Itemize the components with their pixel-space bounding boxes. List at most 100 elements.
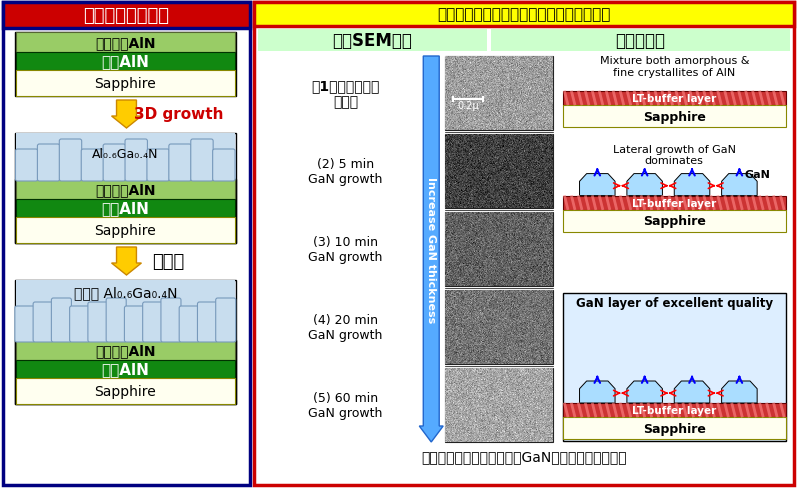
FancyBboxPatch shape — [147, 150, 170, 182]
Bar — [254, 3, 794, 27]
Text: Sapphire: Sapphire — [94, 384, 156, 398]
Text: 溅射AlN: 溅射AlN — [102, 54, 150, 69]
Bar — [491, 30, 790, 52]
Polygon shape — [722, 174, 757, 196]
Text: LT-buffer layer: LT-buffer layer — [632, 405, 716, 415]
Text: (2) 5 min
GaN growth: (2) 5 min GaN growth — [309, 158, 382, 185]
Bar — [16, 218, 235, 244]
Text: LT-buffer layer: LT-buffer layer — [632, 198, 716, 208]
Polygon shape — [627, 174, 662, 196]
Text: 表面SEM照片: 表面SEM照片 — [333, 32, 413, 50]
Bar — [16, 134, 235, 180]
Bar — [16, 200, 235, 218]
Text: 溅射AlN: 溅射AlN — [102, 201, 150, 216]
Bar — [562, 196, 786, 210]
FancyBboxPatch shape — [33, 303, 53, 342]
FancyBboxPatch shape — [88, 303, 108, 342]
FancyBboxPatch shape — [15, 306, 35, 342]
FancyBboxPatch shape — [142, 303, 162, 342]
Text: (5) 60 min
GaN growth: (5) 60 min GaN growth — [309, 391, 382, 419]
Bar — [562, 106, 786, 128]
Text: GaN layer of excellent quality: GaN layer of excellent quality — [576, 297, 773, 310]
Bar — [562, 92, 786, 106]
Text: Mixture both amorphous &
fine crystallites of AlN: Mixture both amorphous & fine crystallit… — [599, 56, 749, 78]
FancyBboxPatch shape — [106, 298, 126, 342]
FancyBboxPatch shape — [190, 140, 213, 182]
Text: Sapphire: Sapphire — [94, 77, 156, 91]
Text: （1）低温缓冲层
沉积时: （1）低温缓冲层 沉积时 — [311, 79, 380, 109]
Text: Increase GaN thickness: Increase GaN thickness — [426, 177, 436, 323]
Text: 同质外延AlN: 同质外延AlN — [95, 36, 156, 50]
FancyBboxPatch shape — [15, 150, 38, 182]
Text: LT-buffer layer: LT-buffer layer — [632, 94, 716, 104]
FancyBboxPatch shape — [59, 140, 82, 182]
Text: GaN: GaN — [745, 169, 771, 179]
FancyBboxPatch shape — [179, 306, 199, 342]
FancyBboxPatch shape — [125, 140, 147, 182]
Bar — [16, 281, 235, 340]
Bar — [16, 71, 235, 97]
Text: 平坦化: 平坦化 — [152, 252, 185, 270]
FancyArrow shape — [111, 101, 142, 129]
Bar — [3, 3, 250, 485]
Polygon shape — [579, 381, 615, 403]
Bar — [445, 290, 553, 364]
FancyBboxPatch shape — [213, 150, 235, 182]
FancyBboxPatch shape — [38, 145, 60, 182]
Polygon shape — [674, 174, 710, 196]
Text: Sapphire: Sapphire — [94, 224, 156, 238]
Bar — [16, 53, 235, 71]
Text: Sapphire: Sapphire — [643, 215, 706, 227]
Text: 同质外延AlN: 同质外延AlN — [95, 343, 156, 357]
FancyBboxPatch shape — [216, 298, 236, 342]
Text: Lateral growth of GaN
dominates: Lateral growth of GaN dominates — [613, 144, 736, 166]
Bar — [445, 213, 553, 286]
Text: Al₀.₆Ga₀.₄N: Al₀.₆Ga₀.₄N — [92, 148, 158, 161]
FancyArrow shape — [111, 247, 142, 275]
Bar — [445, 135, 553, 208]
Bar — [258, 30, 487, 52]
Polygon shape — [722, 381, 757, 403]
Bar — [562, 403, 786, 417]
Bar — [15, 180, 236, 244]
Bar — [16, 340, 235, 360]
Text: 赤崎教授在诺贝尔演讲中使用的幻灯片摘录: 赤崎教授在诺贝尔演讲中使用的幻灯片摘录 — [437, 7, 610, 22]
Text: 0.2μ: 0.2μ — [458, 101, 479, 111]
FancyBboxPatch shape — [51, 298, 71, 342]
Polygon shape — [674, 381, 710, 403]
Text: Sapphire: Sapphire — [643, 110, 706, 123]
FancyBboxPatch shape — [198, 303, 218, 342]
Bar — [562, 293, 786, 441]
FancyBboxPatch shape — [161, 298, 181, 342]
FancyBboxPatch shape — [82, 150, 103, 182]
FancyBboxPatch shape — [103, 145, 126, 182]
Text: 利用低温缓冲层获得高品种GaN的方法（赤崎方式）: 利用低温缓冲层获得高品种GaN的方法（赤崎方式） — [421, 449, 626, 463]
Bar — [445, 368, 553, 442]
Text: 溅射AlN: 溅射AlN — [102, 362, 150, 377]
Text: 同质外延AlN: 同质外延AlN — [95, 183, 156, 197]
Bar — [445, 57, 553, 131]
Bar — [562, 417, 786, 439]
FancyBboxPatch shape — [169, 145, 191, 182]
Text: 本研究课题的方法: 本研究课题的方法 — [83, 7, 170, 25]
Bar — [562, 210, 786, 232]
Text: 3D growth: 3D growth — [134, 107, 223, 122]
Text: (4) 20 min
GaN growth: (4) 20 min GaN growth — [309, 313, 382, 341]
FancyArrow shape — [419, 57, 443, 442]
Bar — [16, 360, 235, 378]
Bar — [15, 281, 236, 404]
FancyBboxPatch shape — [125, 306, 145, 342]
Bar — [16, 180, 235, 200]
Bar — [15, 33, 236, 97]
Polygon shape — [579, 174, 615, 196]
Text: 生长模型图: 生长模型图 — [615, 32, 666, 50]
Bar — [254, 3, 794, 485]
Bar — [3, 3, 250, 29]
Bar — [15, 134, 236, 244]
Text: 高品质 Al₀.₆Ga₀.₄N: 高品质 Al₀.₆Ga₀.₄N — [74, 285, 178, 299]
Text: Sapphire: Sapphire — [643, 422, 706, 435]
Bar — [15, 340, 236, 404]
Text: (3) 10 min
GaN growth: (3) 10 min GaN growth — [309, 236, 382, 264]
Bar — [16, 378, 235, 404]
Bar — [16, 33, 235, 53]
